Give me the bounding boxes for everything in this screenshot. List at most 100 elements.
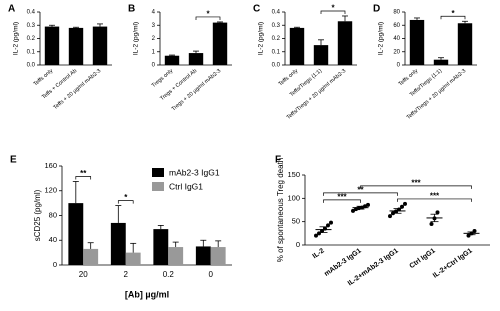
y-tick-label: 0.1 [27, 49, 36, 55]
y-tick-label: 0.0 [27, 63, 36, 69]
significance-label: ** [357, 185, 364, 194]
panel-letter: E [10, 155, 17, 166]
panel-letter: B [128, 4, 135, 15]
panel-letter: A [8, 4, 15, 15]
x-tick-label: Teffs only [278, 68, 300, 88]
significance-bracket [195, 16, 221, 20]
bar [153, 229, 169, 265]
bar [313, 45, 329, 65]
data-point [472, 229, 477, 233]
y-tick-label: 160 [44, 161, 57, 170]
significance-label: * [124, 193, 128, 202]
x-tick-label: Tregs + 20 µg/ml mAb2-3 [171, 68, 222, 113]
y-tick-label: 0.4 [27, 10, 36, 16]
y-tick-label: 120 [44, 186, 57, 195]
bar [337, 21, 353, 65]
significance-label: * [331, 4, 335, 13]
y-axis-label: % of spontaneous Treg death [276, 158, 285, 263]
significance-label: *** [337, 192, 347, 201]
x-tick-label: Teffs only [398, 68, 420, 88]
data-point [400, 204, 404, 209]
y-tick-label: 80 [49, 210, 57, 219]
x-tick-label: 0 [209, 270, 214, 279]
y-tick-label: 0.1 [272, 49, 281, 55]
bar [110, 222, 126, 265]
legend-label: mAb2-3 IgG1 [169, 167, 220, 177]
data-point [435, 210, 440, 215]
y-tick-label: 60 [393, 23, 400, 29]
x-tick-label: Tregs only [151, 68, 175, 89]
legend-swatch [152, 182, 164, 191]
bar [68, 203, 84, 265]
y-tick-label: 80 [393, 10, 400, 16]
y-tick-label: 0.2 [27, 36, 36, 42]
data-point [329, 220, 333, 225]
y-axis-label: IL-2 (pg/ml) [133, 22, 140, 55]
bar [44, 26, 60, 65]
y-tick-label: 20 [393, 49, 400, 55]
significance-bracket [360, 185, 472, 189]
data-point [429, 222, 434, 226]
x-axis-label: [Ab] µg/ml [125, 289, 169, 299]
legend-swatch [152, 168, 164, 177]
x-tick-label: 2 [124, 270, 129, 279]
significance-label: ** [80, 169, 87, 178]
y-tick-label: 0.3 [272, 23, 281, 29]
x-tick-label: Teffs + 20 µg/ml mAb2-3 [53, 68, 103, 111]
bar [433, 59, 449, 65]
data-point [351, 208, 355, 213]
data-point [403, 201, 407, 206]
y-tick-label: 150 [287, 170, 300, 179]
legend-label: Ctrl IgG1 [169, 181, 203, 191]
significance-label: * [451, 9, 455, 18]
bar [125, 252, 141, 265]
x-tick-label: IL-2 [311, 247, 325, 260]
x-tick-label: Teffs only [33, 68, 55, 88]
significance-label: * [206, 10, 210, 19]
bar [409, 19, 425, 65]
y-axis-label: IL-2 (pg/ml) [258, 22, 265, 55]
panel-letter: D [373, 4, 380, 15]
y-axis-label: IL-2 (pg/ml) [378, 22, 385, 55]
bar [195, 246, 211, 265]
significance-bracket [117, 200, 134, 204]
significance-label: *** [430, 192, 440, 201]
significance-label: *** [411, 178, 421, 187]
significance-bracket [320, 10, 346, 14]
significance-bracket [397, 198, 472, 202]
panel-letter: F [275, 155, 281, 166]
y-tick-label: 3 [152, 23, 156, 29]
x-tick-label: 20 [79, 270, 88, 279]
bar [168, 247, 184, 265]
data-point [391, 211, 395, 216]
y-tick-label: 0.0 [272, 63, 281, 69]
y-tick-label: 1 [152, 49, 156, 55]
y-tick-label: 0.4 [272, 10, 281, 16]
data-point [314, 233, 318, 238]
y-tick-label: 0.2 [272, 36, 281, 42]
x-tick-label: Ctrl IgG1 [408, 247, 436, 270]
y-tick-label: 0 [296, 240, 300, 249]
y-tick-label: 50 [292, 217, 300, 226]
significance-bracket [323, 199, 361, 203]
y-tick-label: 0 [53, 260, 57, 269]
bar [188, 53, 204, 65]
significance-bracket [440, 15, 466, 20]
data-point [326, 223, 330, 228]
bar [68, 27, 84, 65]
y-axis-label: sCD25 (pg/ml) [33, 189, 42, 241]
bar [212, 22, 228, 66]
y-tick-label: 0 [152, 63, 156, 69]
significance-bracket [323, 192, 398, 196]
data-point [388, 214, 392, 219]
bar [83, 248, 99, 265]
significance-bracket [75, 176, 92, 180]
y-tick-label: 2 [152, 36, 156, 42]
y-tick-label: 0 [397, 63, 401, 69]
bar [164, 55, 180, 65]
bar [457, 23, 473, 65]
panel-letter: C [253, 4, 260, 15]
bar [210, 247, 226, 265]
y-tick-label: 100 [287, 193, 300, 202]
